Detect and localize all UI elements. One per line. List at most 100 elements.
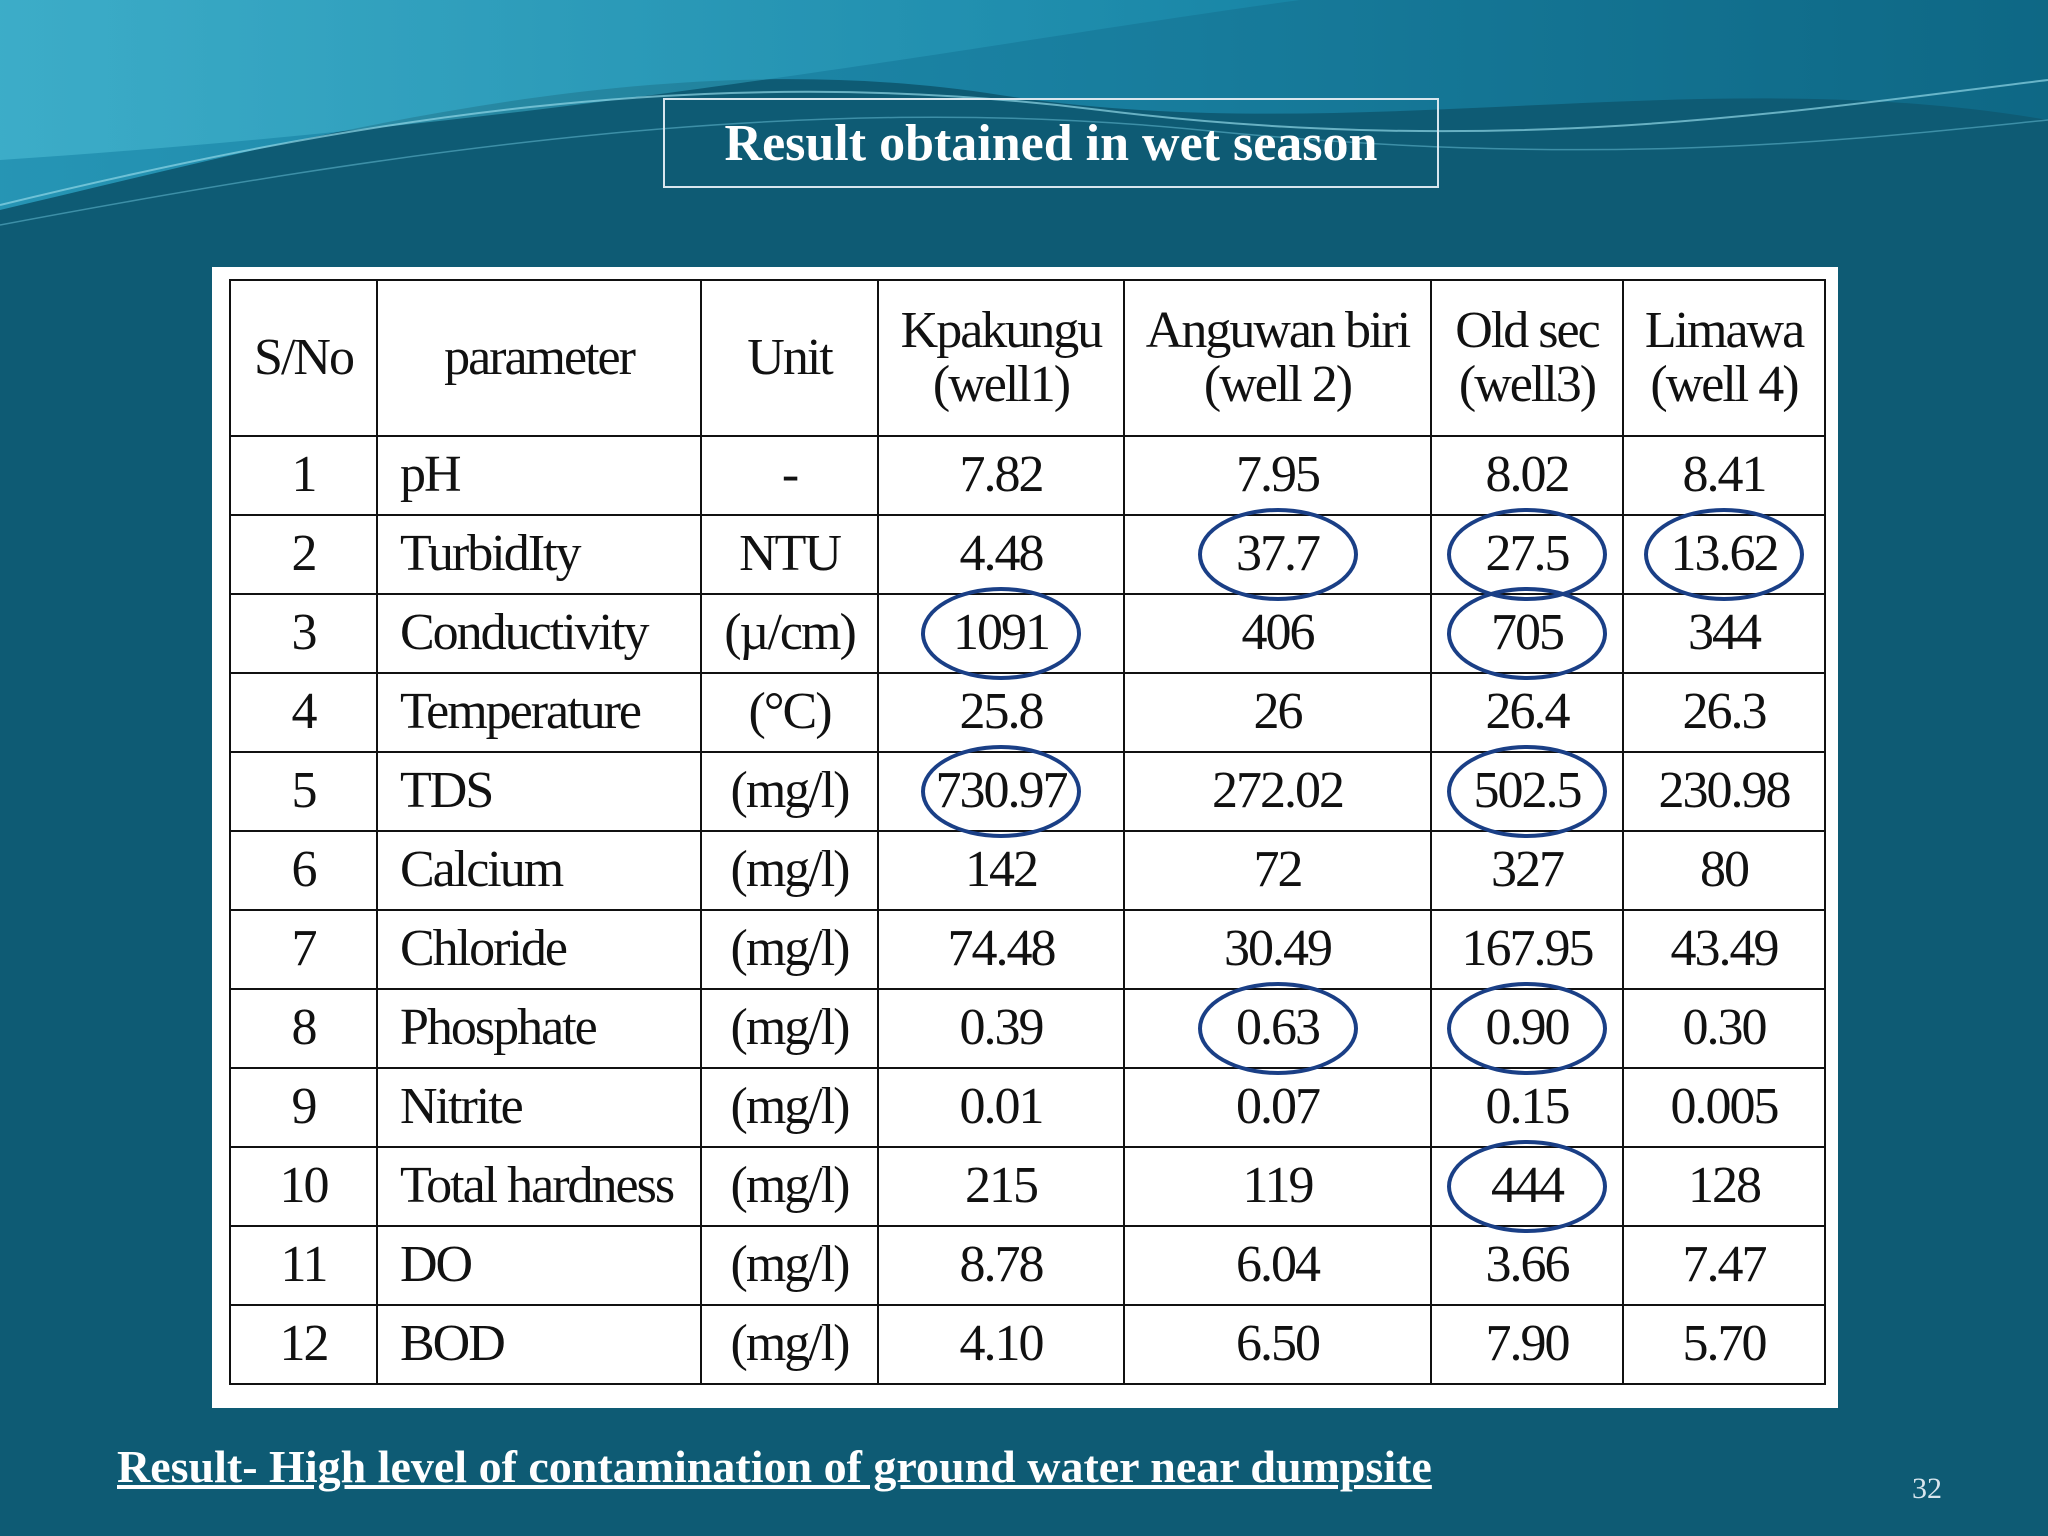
- cell-well1: 8.78: [877, 1225, 1125, 1306]
- cell-well4: 7.47: [1622, 1225, 1826, 1306]
- table-row: 8 Phosphate (mg/l) 0.39 0.63 0.90 0.30: [229, 988, 1826, 1069]
- table-row: 5 TDS (mg/l) 730.97 272.02 502.5 230.98: [229, 751, 1826, 832]
- cell-unit: (mg/l): [700, 830, 879, 911]
- page-number: 32: [1912, 1472, 1942, 1505]
- cell-parameter: Nitrite: [376, 1067, 702, 1148]
- cell-well4: 0.30: [1622, 988, 1826, 1069]
- table-row: 10 Total hardness (mg/l) 215 119 444 128: [229, 1146, 1826, 1227]
- cell-well3: 8.02: [1430, 435, 1624, 516]
- cell-well3: 705: [1430, 593, 1624, 674]
- cell-well3: 0.15: [1430, 1067, 1624, 1148]
- cell-sno: 1: [229, 435, 378, 516]
- header-sno: S/No: [229, 279, 378, 437]
- cell-well4: 0.005: [1622, 1067, 1826, 1148]
- cell-well3: 502.5: [1430, 751, 1624, 832]
- cell-parameter: Conductivity: [376, 593, 702, 674]
- table-row: 3 Conductivity (µ/cm) 1091 406 705 344: [229, 593, 1826, 674]
- cell-sno: 5: [229, 751, 378, 832]
- cell-sno: 12: [229, 1304, 378, 1385]
- cell-parameter: Total hardness: [376, 1146, 702, 1227]
- cell-well4: 43.49: [1622, 909, 1826, 990]
- cell-parameter: Chloride: [376, 909, 702, 990]
- slide-title-box: Result obtained in wet season: [663, 98, 1439, 188]
- cell-unit: (mg/l): [700, 988, 879, 1069]
- cell-unit: (mg/l): [700, 1067, 879, 1148]
- cell-sno: 7: [229, 909, 378, 990]
- cell-sno: 9: [229, 1067, 378, 1148]
- cell-parameter: BOD: [376, 1304, 702, 1385]
- cell-well3: 167.95: [1430, 909, 1624, 990]
- table-row: 1 pH -7.82 7.95 8.02 8.41: [229, 435, 1826, 516]
- cell-parameter: DO: [376, 1225, 702, 1306]
- cell-well2: 6.04: [1123, 1225, 1432, 1306]
- cell-well4: 344: [1622, 593, 1826, 674]
- slide-title: Result obtained in wet season: [724, 114, 1378, 172]
- header-well3: Old sec (well3): [1430, 279, 1624, 437]
- cell-well1: 0.39: [877, 988, 1125, 1069]
- cell-well1: 215: [877, 1146, 1125, 1227]
- cell-well2: 6.50: [1123, 1304, 1432, 1385]
- cell-sno: 3: [229, 593, 378, 674]
- cell-well1: 7.82: [877, 435, 1125, 516]
- cell-well2: 37.7: [1123, 514, 1432, 595]
- cell-unit: (mg/l): [700, 909, 879, 990]
- decorative-wave-background: [0, 0, 2048, 226]
- header-unit: Unit: [700, 279, 879, 437]
- cell-well4: 8.41: [1622, 435, 1826, 516]
- cell-well2: 406: [1123, 593, 1432, 674]
- cell-well2: 0.63: [1123, 988, 1432, 1069]
- cell-well3: 7.90: [1430, 1304, 1624, 1385]
- water-quality-table: S/No parameter Unit Kpakungu (well1) Ang…: [229, 279, 1826, 1385]
- cell-well1: 1091: [877, 593, 1125, 674]
- cell-sno: 2: [229, 514, 378, 595]
- cell-well2: 30.49: [1123, 909, 1432, 990]
- cell-well2: 26: [1123, 672, 1432, 753]
- cell-well3: 0.90: [1430, 988, 1624, 1069]
- cell-well4: 128: [1622, 1146, 1826, 1227]
- cell-unit: (mg/l): [700, 1146, 879, 1227]
- table-row: 12 BOD (mg/l) 4.10 6.50 7.90 5.70: [229, 1304, 1826, 1385]
- cell-well1: 730.97: [877, 751, 1125, 832]
- cell-parameter: Phosphate: [376, 988, 702, 1069]
- table-row: 7 Chloride (mg/l) 74.48 30.49 167.95 43.49: [229, 909, 1826, 990]
- cell-well4: 5.70: [1622, 1304, 1826, 1385]
- cell-parameter: Temperature: [376, 672, 702, 753]
- table-row: 6 Calcium (mg/l) 142 72 327 80: [229, 830, 1826, 911]
- cell-sno: 6: [229, 830, 378, 911]
- results-table-panel: S/No parameter Unit Kpakungu (well1) Ang…: [212, 267, 1838, 1408]
- cell-unit: NTU: [700, 514, 879, 595]
- cell-well3: 327: [1430, 830, 1624, 911]
- cell-unit: (mg/l): [700, 1225, 879, 1306]
- cell-well2: 72: [1123, 830, 1432, 911]
- header-well4: Limawa (well 4): [1622, 279, 1826, 437]
- cell-parameter: TDS: [376, 751, 702, 832]
- cell-well1: 142: [877, 830, 1125, 911]
- cell-well2: 272.02: [1123, 751, 1432, 832]
- cell-well1: 25.8: [877, 672, 1125, 753]
- header-well1: Kpakungu (well1): [877, 279, 1125, 437]
- cell-parameter: Calcium: [376, 830, 702, 911]
- cell-well4: 230.98: [1622, 751, 1826, 832]
- cell-well2: 7.95: [1123, 435, 1432, 516]
- table-row: 2 TurbidIty NTU 4.48 37.7 27.5 13.62: [229, 514, 1826, 595]
- cell-unit: (°C): [700, 672, 879, 753]
- header-parameter: parameter: [376, 279, 702, 437]
- cell-well3: 3.66: [1430, 1225, 1624, 1306]
- cell-unit: (mg/l): [700, 751, 879, 832]
- cell-well3: 26.4: [1430, 672, 1624, 753]
- cell-well4: 80: [1622, 830, 1826, 911]
- cell-unit: (mg/l): [700, 1304, 879, 1385]
- cell-unit: (µ/cm): [700, 593, 879, 674]
- cell-well2: 0.07: [1123, 1067, 1432, 1148]
- table-row: 4 Temperature (°C) 25.8 26 26.4 26.3: [229, 672, 1826, 753]
- cell-well1: 74.48: [877, 909, 1125, 990]
- cell-well3: 444: [1430, 1146, 1624, 1227]
- cell-well1: 0.01: [877, 1067, 1125, 1148]
- cell-unit: -: [700, 435, 879, 516]
- cell-well2: 119: [1123, 1146, 1432, 1227]
- table-header-row: S/No parameter Unit Kpakungu (well1) Ang…: [229, 279, 1826, 437]
- cell-well3: 27.5: [1430, 514, 1624, 595]
- cell-parameter: TurbidIty: [376, 514, 702, 595]
- cell-well4: 26.3: [1622, 672, 1826, 753]
- cell-sno: 4: [229, 672, 378, 753]
